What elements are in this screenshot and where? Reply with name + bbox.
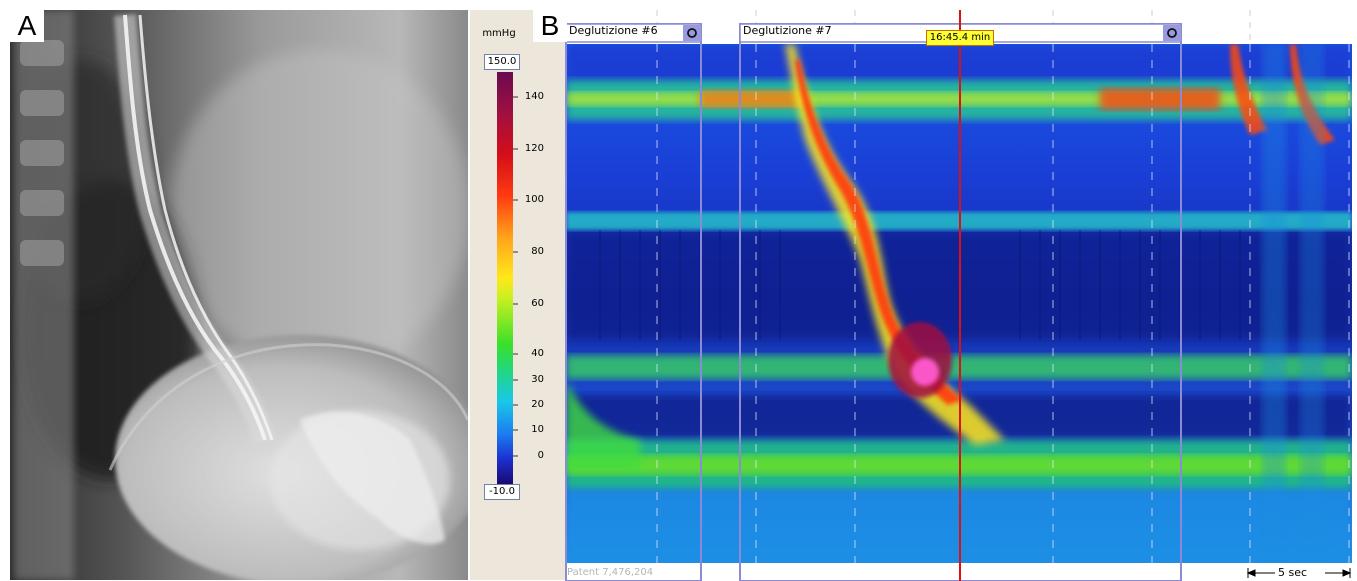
- panel-label-b: B: [533, 10, 567, 42]
- patent-footer: Patent 7,476,204: [567, 567, 654, 578]
- colorbar-max-field[interactable]: 150.0: [484, 54, 520, 70]
- swallow-7-handle[interactable]: [1163, 25, 1181, 41]
- colorbar-tick: 20: [531, 399, 544, 410]
- colorbar-unit: mmHg: [482, 28, 516, 39]
- colorbar-min-field[interactable]: -10.0: [484, 484, 520, 500]
- swallow-6-label: Deglutizione #6: [569, 24, 658, 37]
- colorbar-tick: 80: [531, 246, 544, 257]
- scale-bar-label: 5 sec: [1278, 566, 1308, 579]
- scale-bar: [1246, 568, 1352, 578]
- colorbar-tick: 100: [524, 194, 544, 205]
- colorbar-tick: 140: [524, 91, 544, 102]
- xray-image: [10, 10, 468, 580]
- colorbar-tick: 0: [537, 450, 544, 461]
- colorbar-tick: 40: [531, 348, 544, 359]
- colorbar-tick: 10: [531, 424, 544, 435]
- colorbar-tick: 60: [531, 298, 544, 309]
- colorbar-gradient: [497, 72, 513, 484]
- swallow-6-handle[interactable]: [683, 25, 701, 41]
- colorbar-tick: 30: [531, 374, 544, 385]
- swallow-7-label: Deglutizione #7: [743, 24, 832, 37]
- cursor-time-badge: 16:45.4 min: [926, 30, 994, 46]
- panel-label-a: A: [10, 10, 44, 42]
- colorbar-tick: 120: [524, 143, 544, 154]
